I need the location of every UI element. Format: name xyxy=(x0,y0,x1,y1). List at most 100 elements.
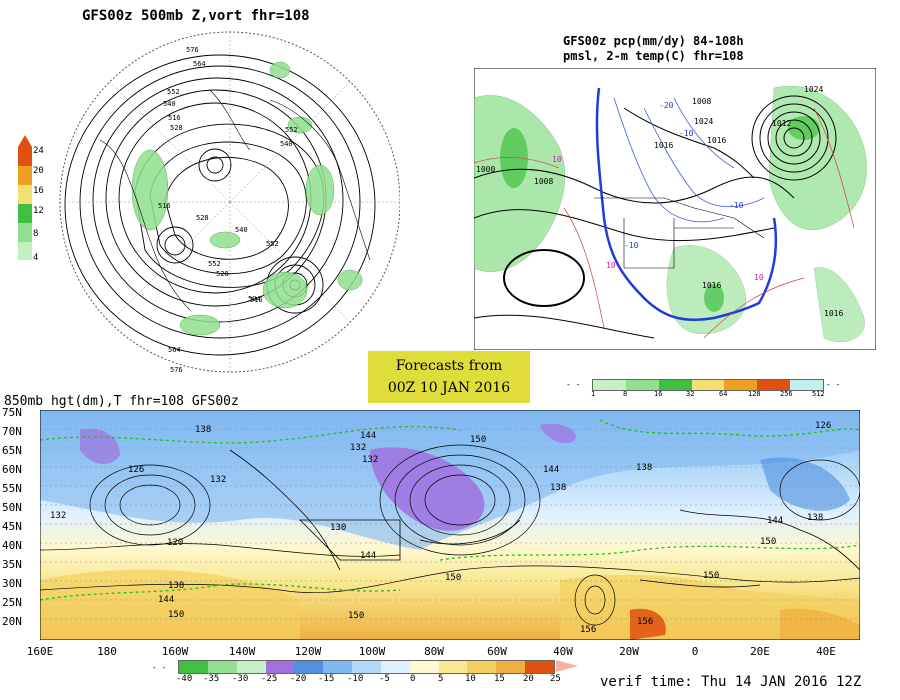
colorbar-swatch xyxy=(179,661,208,673)
contour-label: 150 xyxy=(760,537,776,547)
lon-label: 160E xyxy=(26,645,54,658)
colorbar-swatch xyxy=(18,147,32,166)
colorbar-swatch xyxy=(380,661,410,673)
isobar-label: 1024 xyxy=(694,117,713,126)
contour-label: 528 xyxy=(170,124,183,132)
contour-label: 132 xyxy=(50,511,66,521)
lat-label: 60N xyxy=(2,463,22,476)
contour-label: 138 xyxy=(195,425,211,435)
contour-label: 528 xyxy=(196,214,209,222)
contour-label: 130 xyxy=(330,523,346,533)
contour-label: 156 xyxy=(580,625,596,635)
colorbar-tick: 256 xyxy=(780,390,793,398)
contour-label: 150 xyxy=(470,435,486,445)
contour-label: 120 xyxy=(167,538,183,548)
isobar-label: 1012 xyxy=(772,119,791,128)
contour-label: 528 xyxy=(216,270,229,278)
lat-label: 35N xyxy=(2,558,22,571)
isobar-label: 1016 xyxy=(824,309,843,318)
colorbar-swatch xyxy=(496,661,526,673)
colorbar-tick: 16 xyxy=(33,186,44,196)
isobar-label: 1000 xyxy=(476,165,495,174)
colorbar-tick: 15 xyxy=(494,674,505,684)
panel-850mb-title: 850mb hgt(dm),T fhr=108 GFS00z xyxy=(4,394,239,409)
lat-label: 65N xyxy=(2,444,22,457)
colorbar-swatch xyxy=(18,204,32,223)
isobar-label: 1016 xyxy=(654,141,673,150)
lon-label: 100W xyxy=(358,645,386,658)
temp-colorbar-arrow-right xyxy=(556,660,578,672)
temp-label: -20 xyxy=(659,101,674,110)
lat-label: 45N xyxy=(2,520,22,533)
contour-label: 138 xyxy=(550,483,566,493)
colorbar-swatch xyxy=(18,223,32,242)
lat-label: 75N xyxy=(2,406,22,419)
colorbar-tick: 20 xyxy=(33,166,44,176)
temp-colorbar xyxy=(178,660,555,674)
contour-label: 150 xyxy=(348,611,364,621)
vort-colorbar xyxy=(18,135,32,260)
lat-label: 25N xyxy=(2,596,22,609)
lon-label: 40W xyxy=(553,645,573,658)
colorbar-swatch xyxy=(236,661,266,673)
contour-label: 144 xyxy=(158,595,174,605)
map-850mb: 138 144 132 150 126 132 138 144 126 132 … xyxy=(40,410,860,640)
colorbar-tick: 64 xyxy=(719,390,728,398)
contour-label: 552 xyxy=(208,260,221,268)
contour-label: 552 xyxy=(167,88,180,96)
isobar-label: 1016 xyxy=(707,136,726,145)
contour-label: 144 xyxy=(543,465,559,475)
colorbar-tick: 1 xyxy=(591,390,596,398)
isobar-label: 1008 xyxy=(534,177,553,186)
contour-label: 576 xyxy=(186,46,199,54)
contour-label: 540 xyxy=(280,140,293,148)
contour-label: 132 xyxy=(362,455,378,465)
contour-label: 138 xyxy=(636,463,652,473)
colorbar-swatch xyxy=(409,661,439,673)
contour-label: 150 xyxy=(445,573,461,583)
temp-label: -10 xyxy=(624,241,639,250)
colorbar-tick: 512 xyxy=(812,390,825,398)
colorbar-swatch xyxy=(207,661,237,673)
colorbar-swatch xyxy=(294,661,324,673)
contour-label: 144 xyxy=(360,551,376,561)
lon-label: 80W xyxy=(424,645,444,658)
contour-label: 156 xyxy=(637,617,653,627)
contour-label: 126 xyxy=(815,421,831,431)
temp-label: 10 xyxy=(754,273,764,282)
colorbar-tick: -30 xyxy=(232,674,249,684)
contour-label: 516 xyxy=(168,114,181,122)
temp-label: -10 xyxy=(729,201,744,210)
banner-line2: 00Z 10 JAN 2016 xyxy=(387,380,511,396)
polar-500mb-map: 576 564 552 540 516 528 552 540 516 528 … xyxy=(59,31,400,374)
panel-pcp-title-line2: pmsl, 2-m temp(C) fhr=108 xyxy=(563,49,744,63)
colorbar-swatch xyxy=(18,166,32,185)
colorbar-swatch xyxy=(625,380,659,390)
colorbar-tick: 25 xyxy=(550,674,561,684)
contour-label: 504 xyxy=(248,295,261,303)
temp-label: -10 xyxy=(679,129,694,138)
colorbar-tick: 32 xyxy=(686,390,695,398)
lon-label: 180 xyxy=(97,645,117,658)
lon-label: 20E xyxy=(750,645,770,658)
colorbar-swatch xyxy=(790,380,824,390)
isobar-label: 1024 xyxy=(804,85,823,94)
colorbar-tick: -25 xyxy=(261,674,278,684)
lat-label: 30N xyxy=(2,577,22,590)
colorbar-tick: 20 xyxy=(523,674,534,684)
colorbar-tick: -20 xyxy=(290,674,307,684)
colorbar-tick: 4 xyxy=(33,253,39,263)
colorbar-swatch xyxy=(724,380,758,390)
contour-label: 564 xyxy=(193,60,206,68)
contour-label: 516 xyxy=(250,296,263,304)
contour-label: 144 xyxy=(767,516,783,526)
colorbar-swatch xyxy=(352,661,381,673)
contour-label: 540 xyxy=(163,100,176,108)
isobar-label: 1016 xyxy=(702,281,721,290)
isobar-label: 1008 xyxy=(692,97,711,106)
pcp-pmsl-map: 1008 1012 1024 1016 1000 1008 1016 1024 … xyxy=(474,68,876,350)
contour-label: 564 xyxy=(168,346,181,354)
colorbar-tick: -10 xyxy=(347,674,364,684)
contour-label: 552 xyxy=(285,126,298,134)
colorbar-tick: 128 xyxy=(748,390,761,398)
